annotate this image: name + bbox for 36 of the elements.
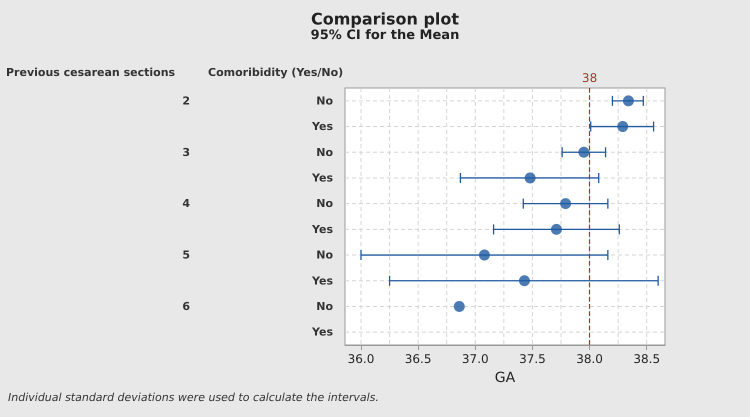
y-tick-label: Yes — [311, 326, 334, 339]
x-tick-label: 37.0 — [462, 352, 489, 366]
y-tick-label: No — [316, 94, 334, 108]
text: 2 — [182, 94, 190, 108]
x-tick-label: 36.0 — [348, 352, 374, 366]
y-tick-label: No — [316, 197, 334, 210]
text: Previous cesarean sections — [6, 66, 176, 79]
text: Individual standard deviations were used to calculate the intervals. — [8, 391, 379, 404]
point — [560, 198, 572, 210]
text: 6 — [182, 300, 190, 313]
point — [578, 146, 590, 158]
point — [454, 300, 465, 312]
y-tick-label: No — [316, 146, 334, 159]
y-tick-label: No — [316, 248, 334, 262]
point — [524, 172, 536, 184]
x-tick-label: 38.5 — [633, 352, 660, 366]
y-tick-label: Yes — [311, 222, 334, 236]
point — [478, 250, 490, 261]
x-tick-label: 36.5 — [404, 352, 432, 366]
text: 5 — [182, 248, 190, 262]
x-tick-label: 37.5 — [519, 352, 546, 366]
chart-title: Comparison plot — [310, 10, 460, 28]
y-tick-label: Yes — [311, 171, 334, 184]
point — [550, 224, 562, 235]
x-tick-label: 38.0 — [576, 352, 603, 366]
point — [617, 121, 628, 132]
y-axis-title: Comoribidity (Yes/No) — [208, 66, 344, 79]
chart-subtitle: 95% CI for the Mean — [310, 28, 460, 43]
text: 4 — [182, 197, 190, 210]
point — [518, 275, 530, 286]
text: 3 — [182, 146, 190, 159]
y-tick-label: No — [316, 300, 334, 313]
x-axis-title: GA — [494, 370, 516, 386]
y-tick-label: Yes — [311, 120, 334, 134]
y-tick-label: Yes — [311, 274, 334, 288]
ref-line-label: 38 — [582, 71, 598, 85]
